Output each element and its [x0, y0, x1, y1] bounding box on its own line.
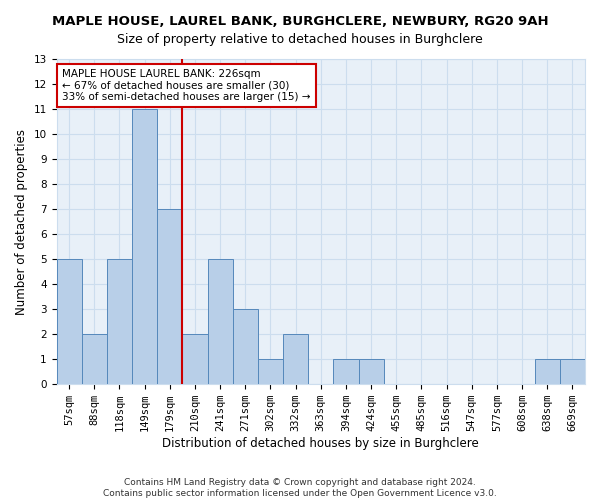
Text: Size of property relative to detached houses in Burghclere: Size of property relative to detached ho…	[117, 32, 483, 46]
Text: MAPLE HOUSE, LAUREL BANK, BURGHCLERE, NEWBURY, RG20 9AH: MAPLE HOUSE, LAUREL BANK, BURGHCLERE, NE…	[52, 15, 548, 28]
Y-axis label: Number of detached properties: Number of detached properties	[15, 128, 28, 314]
Bar	[208, 259, 233, 384]
Bar	[535, 359, 560, 384]
Bar	[132, 109, 157, 384]
Bar	[258, 359, 283, 384]
Bar	[334, 359, 359, 384]
Bar	[157, 209, 182, 384]
X-axis label: Distribution of detached houses by size in Burghclere: Distribution of detached houses by size …	[163, 437, 479, 450]
Bar	[359, 359, 383, 384]
Bar	[233, 309, 258, 384]
Text: MAPLE HOUSE LAUREL BANK: 226sqm
← 67% of detached houses are smaller (30)
33% of: MAPLE HOUSE LAUREL BANK: 226sqm ← 67% of…	[62, 69, 310, 102]
Bar	[283, 334, 308, 384]
Bar	[560, 359, 585, 384]
Bar	[56, 259, 82, 384]
Bar	[82, 334, 107, 384]
Bar	[107, 259, 132, 384]
Bar	[182, 334, 208, 384]
Text: Contains HM Land Registry data © Crown copyright and database right 2024.
Contai: Contains HM Land Registry data © Crown c…	[103, 478, 497, 498]
